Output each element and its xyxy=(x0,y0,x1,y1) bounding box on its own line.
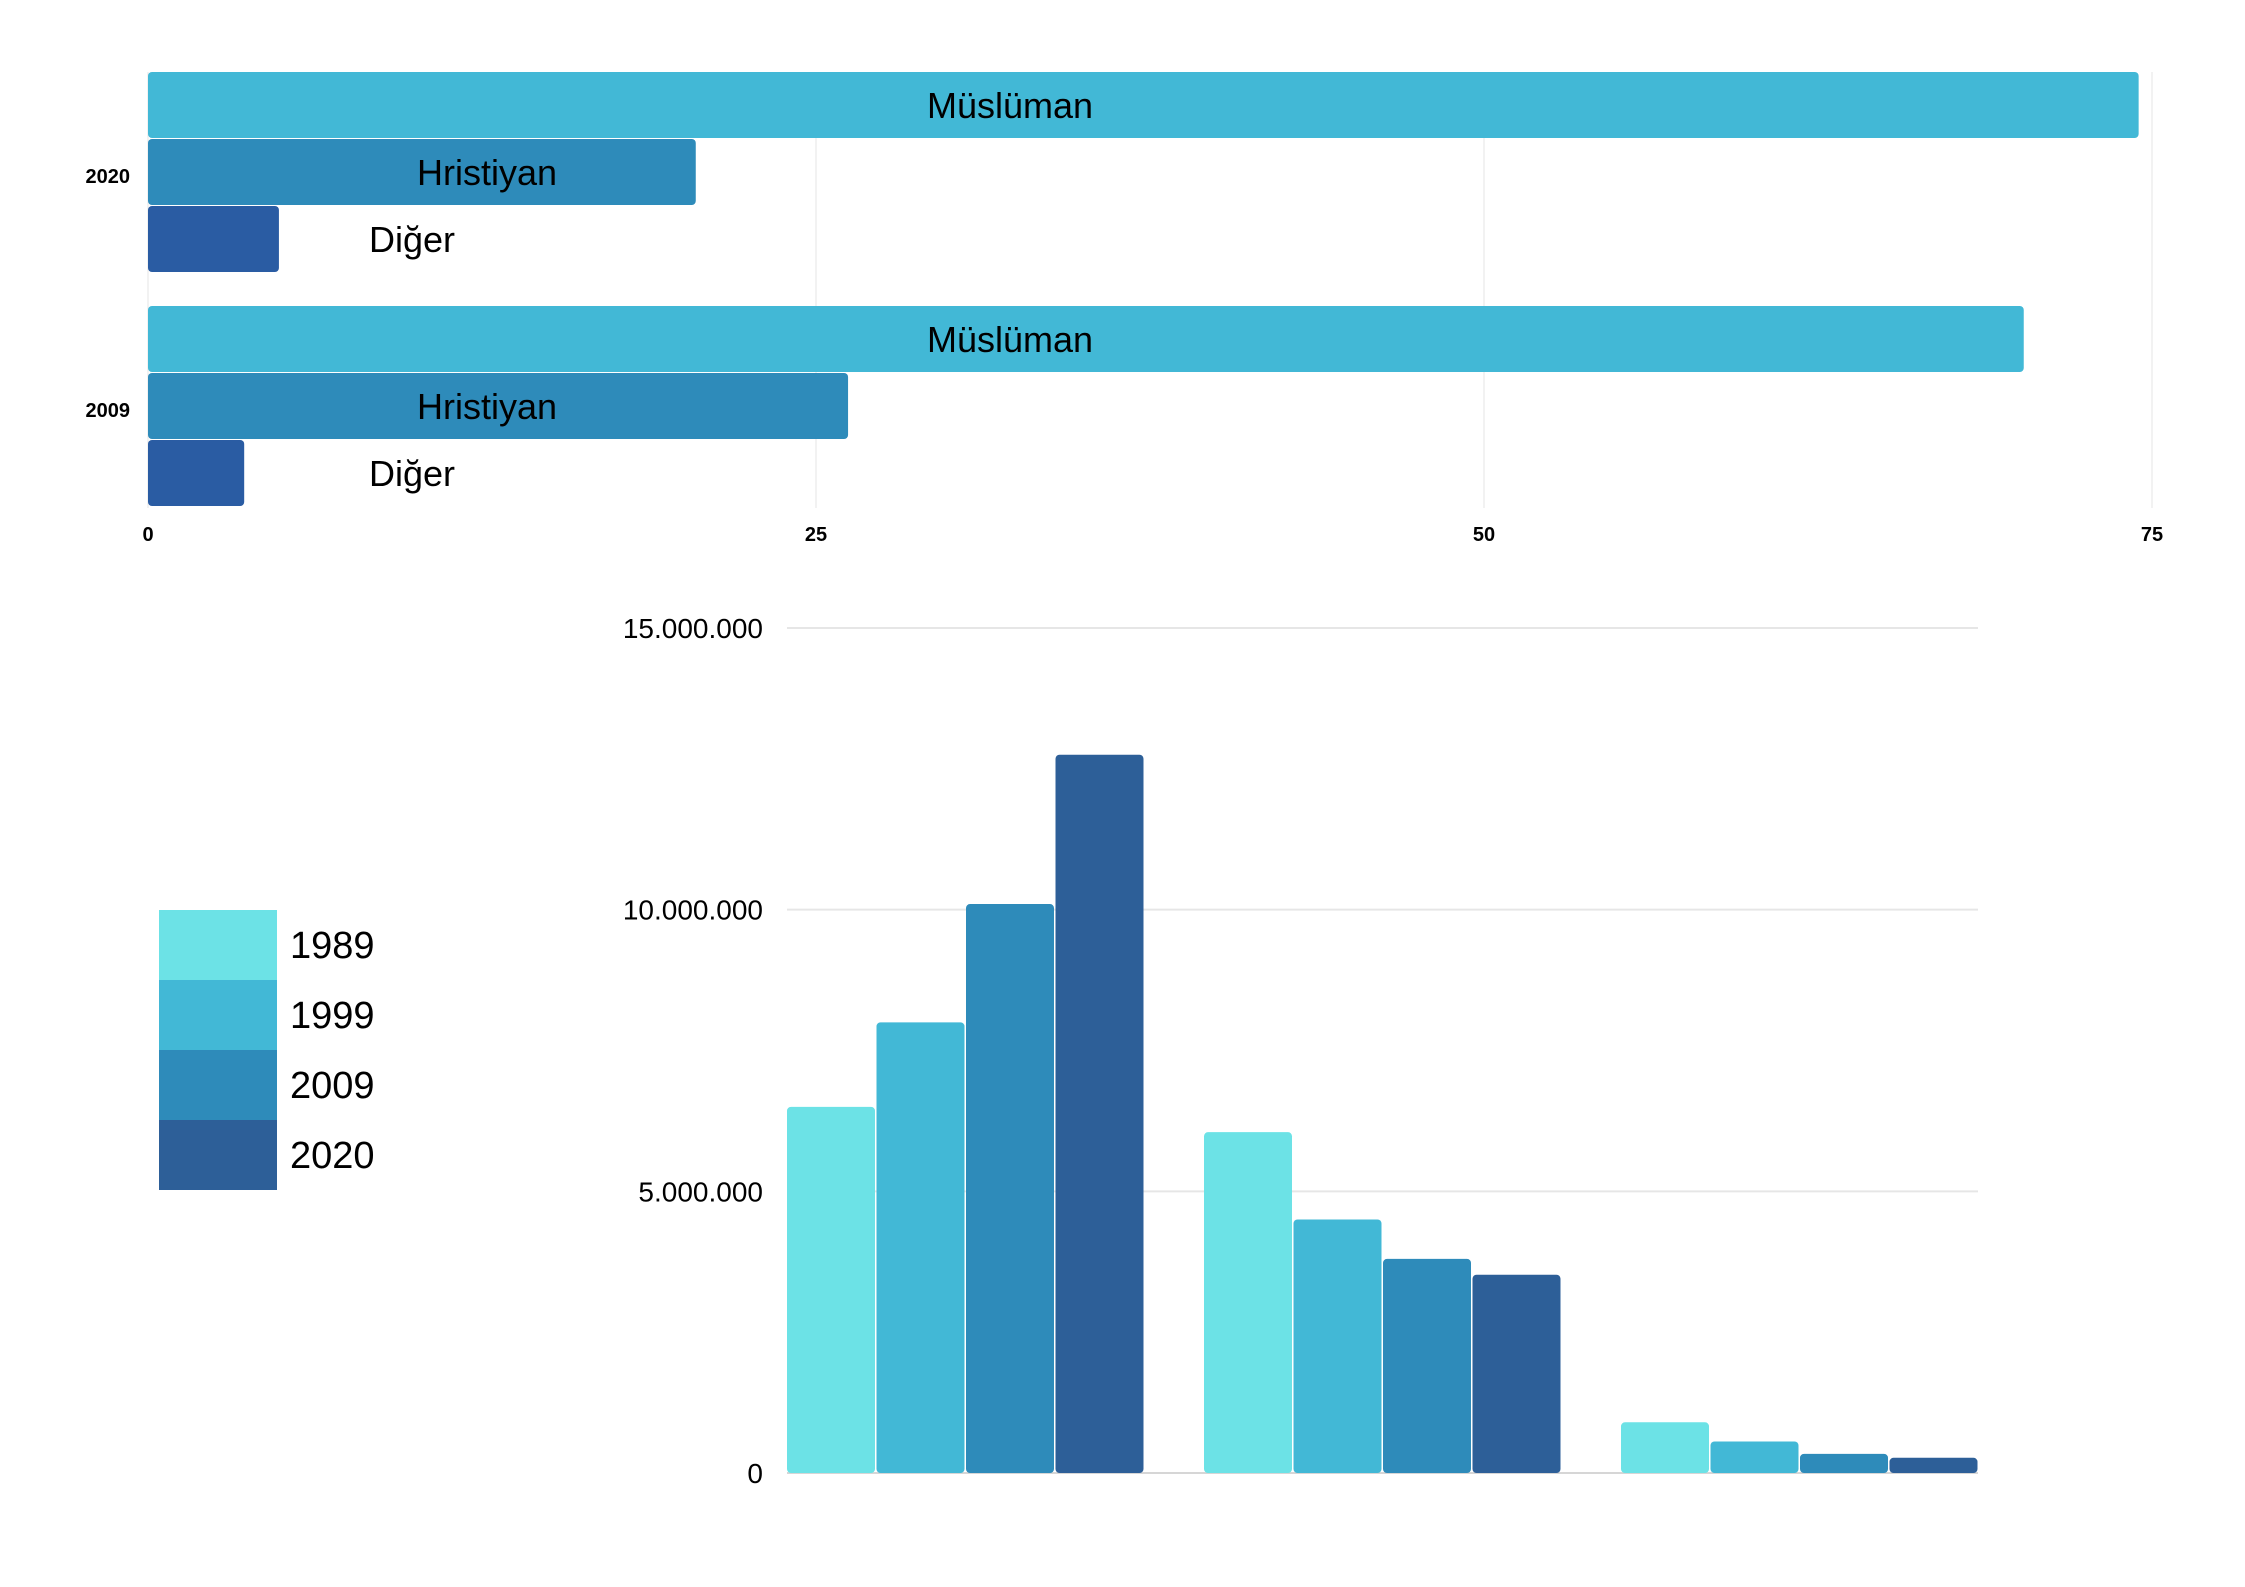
bar-2009-group-3 xyxy=(1800,1453,1888,1473)
legend-swatch-2009 xyxy=(159,1050,277,1120)
bar-2020-group-1 xyxy=(1055,754,1144,1473)
bar-musluman-2020 xyxy=(148,72,2139,138)
x-tick-label: 0 xyxy=(142,524,153,546)
bar-2009-group-1 xyxy=(966,904,1054,1473)
bar-musluman-2009 xyxy=(148,306,2024,372)
y-tick-label: 0 xyxy=(747,1458,763,1489)
y-tick-label: 10.000.000 xyxy=(623,895,763,926)
category-label: 2020 xyxy=(86,166,131,188)
bar-1999-group-1 xyxy=(876,1022,965,1473)
bar-diger-2020 xyxy=(148,206,279,272)
legend-swatch-1999 xyxy=(159,980,277,1050)
religion-share-bar-chart: 0 25 50 75 2020 Müslüman Hristiyan Diğer 2009 Müs… xyxy=(86,72,2163,546)
bar-diger-2009 xyxy=(148,440,245,506)
bar-label-diger: Diğer xyxy=(369,219,455,260)
bar-label-diger: Diğer xyxy=(369,453,455,494)
bar-2020-group-3 xyxy=(1889,1457,1978,1473)
legend-label-2009: 2009 xyxy=(290,1065,375,1107)
legend-swatch-1989 xyxy=(159,910,277,980)
y-tick-label: 15.000.000 xyxy=(623,613,763,644)
category-label: 2009 xyxy=(86,400,131,422)
x-tick-label: 75 xyxy=(2141,524,2163,546)
bar-1999-group-3 xyxy=(1710,1441,1799,1473)
bar-1989-group-2 xyxy=(1204,1132,1292,1473)
bar-1989-group-1 xyxy=(787,1106,875,1473)
bar-2009-group-2 xyxy=(1383,1258,1471,1473)
bar-label-hristiyan: Hristiyan xyxy=(417,152,557,193)
bar-label-musluman: Müslüman xyxy=(927,85,1093,126)
bar-label-hristiyan: Hristiyan xyxy=(417,386,557,427)
legend-swatch-2020 xyxy=(159,1120,277,1190)
x-tick-label: 50 xyxy=(1473,524,1495,546)
bar-2020-group-2 xyxy=(1472,1274,1561,1473)
bar-1999-group-2 xyxy=(1293,1219,1382,1473)
legend-label-1989: 1989 xyxy=(290,925,375,967)
chart-legend: 1989 1999 2009 2020 xyxy=(159,910,375,1190)
bar-hristiyan-2009 xyxy=(148,373,849,439)
y-tick-label: 5.000.000 xyxy=(638,1176,763,1207)
legend-label-1999: 1999 xyxy=(290,995,375,1037)
bar-label-musluman: Müslüman xyxy=(927,319,1093,360)
bar-hristiyan-2020 xyxy=(148,139,696,205)
population-bar-chart: 0 5.000.000 10.000.000 15.000.000 xyxy=(623,613,1978,1489)
legend-label-2020: 2020 xyxy=(290,1135,375,1177)
bar-1989-group-3 xyxy=(1621,1422,1709,1473)
x-tick-label: 25 xyxy=(805,524,827,546)
